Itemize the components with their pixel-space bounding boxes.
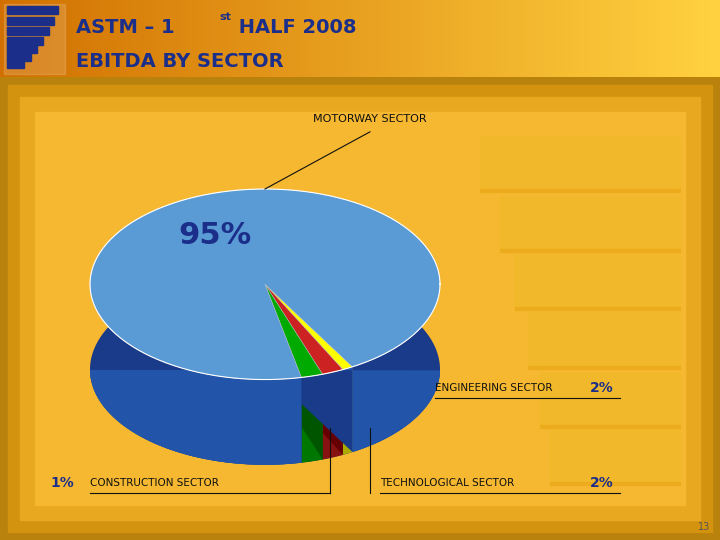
Bar [7,60,24,68]
Polygon shape [265,284,353,452]
Bar [7,28,49,35]
Text: 95%: 95% [179,221,251,250]
Polygon shape [265,284,323,460]
Bar [515,255,680,310]
Bar [480,137,680,192]
Polygon shape [90,274,440,465]
Polygon shape [265,284,353,369]
Polygon shape [265,284,323,377]
Bar [7,6,58,14]
Bar [500,197,680,252]
Text: ASTM – 1: ASTM – 1 [76,18,174,37]
Text: EBITDA BY SECTOR: EBITDA BY SECTOR [76,52,283,71]
Bar [515,307,680,310]
Bar [500,249,680,252]
Bar [7,53,31,61]
Text: 13: 13 [698,522,710,532]
Text: ENGINEERING SECTOR: ENGINEERING SECTOR [435,382,552,393]
Bar [7,45,37,53]
Polygon shape [265,284,343,455]
Text: TECHNOLOGICAL SECTOR: TECHNOLOGICAL SECTOR [380,478,514,488]
Polygon shape [265,284,302,463]
Polygon shape [265,284,353,452]
Bar [528,313,680,368]
Text: 2%: 2% [590,381,613,395]
Polygon shape [90,285,440,465]
Text: 2%: 2% [590,476,613,490]
Polygon shape [90,189,440,380]
Polygon shape [265,284,343,455]
Bar [7,17,54,25]
Bar [528,366,680,368]
Polygon shape [265,284,302,463]
Bar [550,482,680,485]
Text: HALF 2008: HALF 2008 [232,18,356,37]
Polygon shape [343,367,353,455]
Polygon shape [323,369,343,460]
Polygon shape [302,374,323,463]
Bar [540,424,680,428]
Bar [550,430,680,485]
Bar [480,189,680,192]
Polygon shape [265,284,343,374]
Bar [540,373,680,428]
Text: MOTORWAY SECTOR: MOTORWAY SECTOR [313,114,427,124]
Text: 1%: 1% [50,476,73,490]
Bar [7,37,43,45]
Bar [35,112,685,505]
Polygon shape [265,284,323,460]
Text: st: st [220,12,231,22]
Text: CONSTRUCTION SECTOR: CONSTRUCTION SECTOR [90,478,219,488]
Bar [4,4,65,75]
Polygon shape [90,286,440,465]
